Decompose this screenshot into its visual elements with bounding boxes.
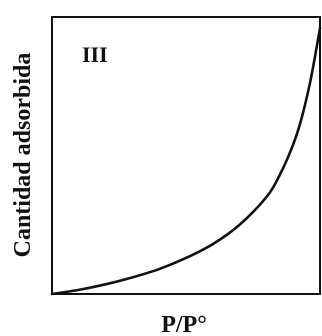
chart-annotation: III (82, 42, 108, 67)
series-layer (50, 26, 322, 296)
y-axis-label: Cantidad adsorbida (10, 53, 36, 258)
series-line-0 (50, 26, 322, 296)
x-axis-label: P/P° (161, 312, 207, 336)
plot-area-frame (51, 16, 321, 295)
